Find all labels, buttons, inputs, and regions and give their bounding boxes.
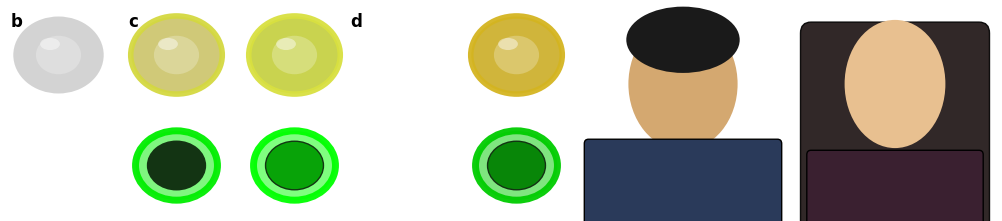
Ellipse shape: [158, 38, 178, 50]
Ellipse shape: [488, 142, 545, 189]
Ellipse shape: [487, 141, 546, 191]
Ellipse shape: [135, 131, 217, 200]
FancyBboxPatch shape: [801, 22, 990, 221]
Ellipse shape: [154, 36, 199, 74]
Ellipse shape: [494, 36, 539, 74]
Ellipse shape: [147, 141, 206, 191]
FancyBboxPatch shape: [584, 139, 782, 221]
Ellipse shape: [272, 36, 317, 74]
Text: c: c: [128, 13, 138, 31]
Text: d: d: [351, 13, 363, 31]
Ellipse shape: [277, 38, 296, 50]
Ellipse shape: [626, 7, 739, 73]
Ellipse shape: [131, 17, 221, 93]
Ellipse shape: [498, 38, 518, 50]
Ellipse shape: [265, 141, 325, 191]
Ellipse shape: [267, 142, 323, 189]
Ellipse shape: [845, 20, 946, 148]
Ellipse shape: [249, 17, 340, 93]
Ellipse shape: [40, 38, 60, 50]
Ellipse shape: [476, 131, 557, 200]
Ellipse shape: [628, 18, 737, 150]
Text: b: b: [10, 13, 22, 31]
Ellipse shape: [847, 22, 943, 146]
Ellipse shape: [471, 17, 562, 93]
Ellipse shape: [36, 36, 81, 74]
Ellipse shape: [254, 131, 336, 200]
Ellipse shape: [13, 17, 103, 93]
FancyBboxPatch shape: [807, 150, 983, 221]
